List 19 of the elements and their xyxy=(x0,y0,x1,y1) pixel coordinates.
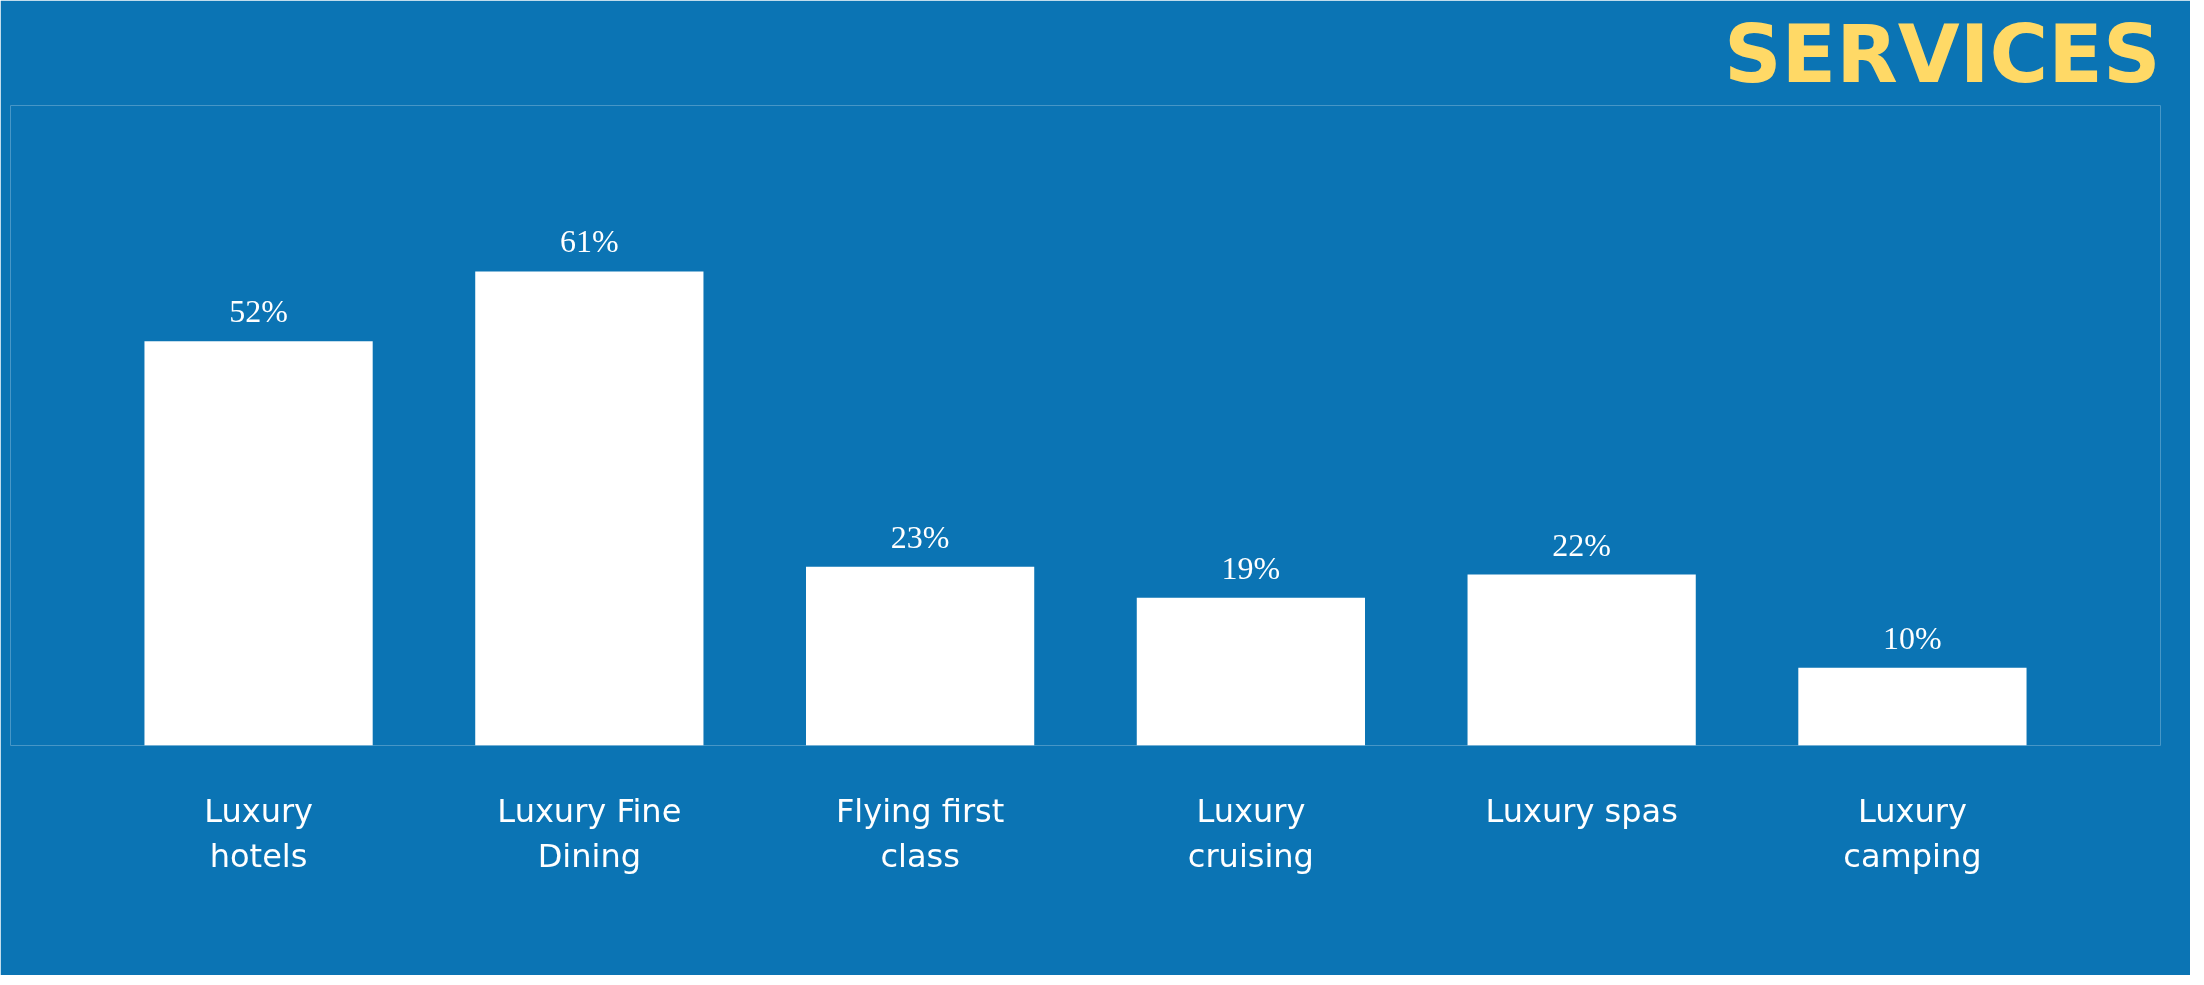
bar xyxy=(144,341,373,746)
chart-title: SERVICES xyxy=(1723,7,2161,101)
data-label: 19% xyxy=(1221,549,1281,586)
data-label: 61% xyxy=(560,223,619,260)
data-label: 10% xyxy=(1883,619,1942,656)
x-tick-label: Flying first class xyxy=(835,791,1005,876)
bar xyxy=(806,566,1035,746)
bar xyxy=(1798,667,2027,746)
data-label: 23% xyxy=(890,518,950,555)
bar xyxy=(1467,574,1696,746)
x-tick-label: Luxury spas xyxy=(1485,791,1678,830)
data-label: 52% xyxy=(229,293,288,330)
bar xyxy=(475,271,704,746)
x-tick-label: Luxury camping xyxy=(1843,791,1982,876)
x-tick-label: Luxury hotels xyxy=(204,791,314,876)
data-label: 22% xyxy=(1552,526,1611,563)
bar xyxy=(1136,597,1365,746)
x-tick-label: Luxury Fine Dining xyxy=(497,791,682,876)
x-tick-label: Luxury cruising xyxy=(1187,791,1314,876)
